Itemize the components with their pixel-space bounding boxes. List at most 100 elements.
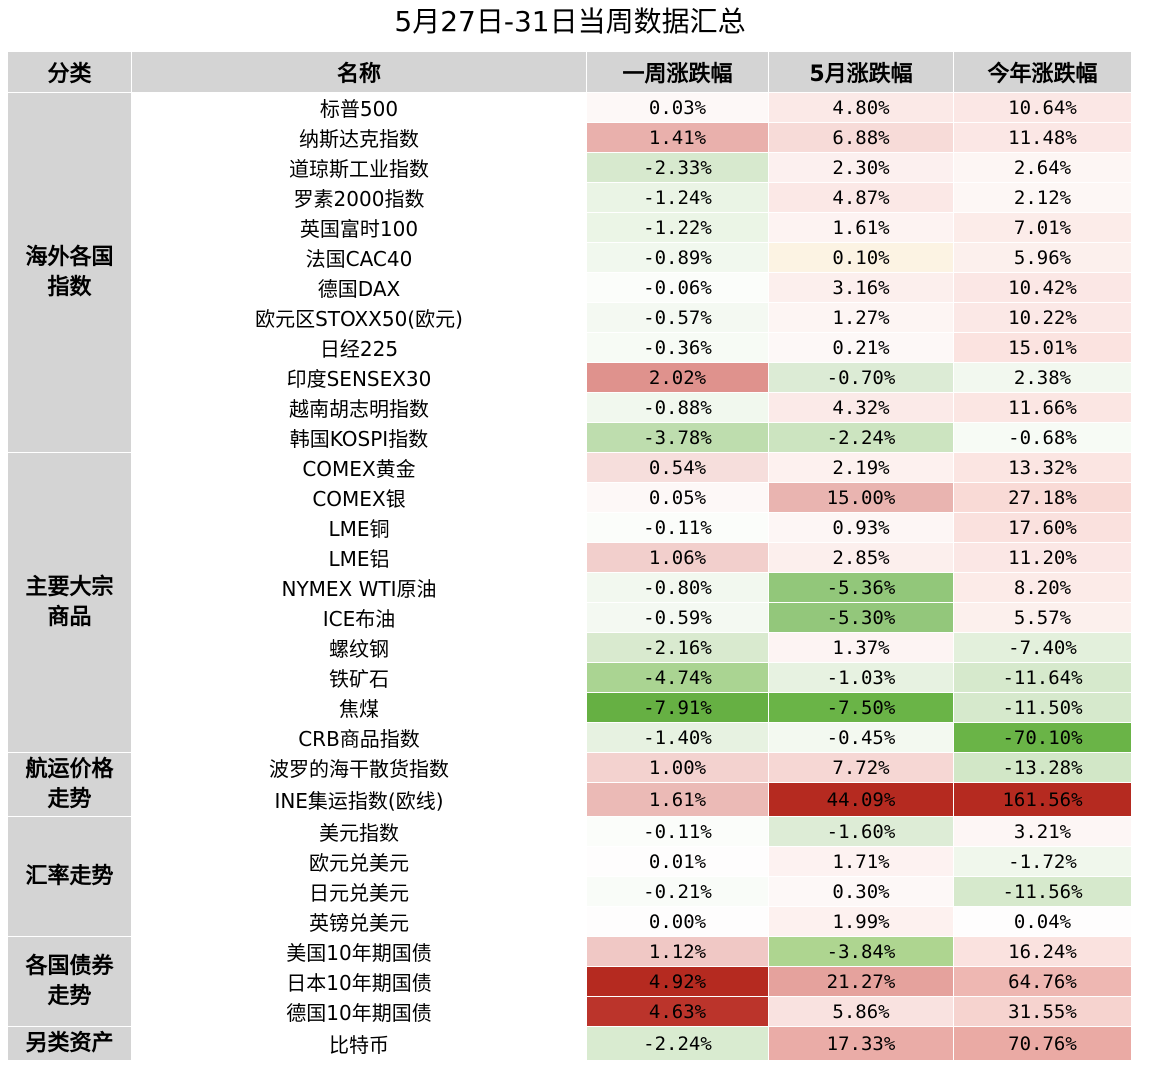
cell-week-change: -0.11% [586,512,769,543]
cell-month-change: 0.93% [768,512,954,543]
table-row: LME铜 -0.11% 0.93% 17.60% [8,512,1132,543]
cell-month-change: -2.24% [768,422,954,453]
cell-ytd-change: 27.18% [953,482,1132,513]
name-cell: 德国10年期国债 [131,996,587,1027]
table-row: 铁矿石 -4.74% -1.03% -11.64% [8,662,1132,693]
cell-week-change: 0.03% [586,92,769,123]
table-row: INE集运指数(欧线) 1.61% 44.09% 161.56% [8,782,1132,817]
cell-month-change: 44.09% [768,782,954,817]
table-row: 各国债券 走势 美国10年期国债 1.12% -3.84% 16.24% [7,936,1132,1027]
name-cell: 美国10年期国债 [131,936,587,967]
table-row: 德国10年期国债 4.63% 5.86% 31.55% [8,996,1132,1027]
cell-month-change: -5.30% [768,602,954,633]
cell-week-change: 1.00% [586,752,769,783]
cell-ytd-change: 31.55% [953,996,1132,1027]
name-cell: 纳斯达克指数 [131,122,587,153]
cell-week-change: 0.54% [586,452,769,483]
name-cell: 英国富时100 [131,212,587,243]
cell-month-change: 5.86% [768,996,954,1027]
cell-month-change: -1.60% [768,816,954,847]
cell-month-change: 4.32% [768,392,954,423]
cell-week-change: 4.92% [586,966,769,997]
table-row: 航运价格 走势 波罗的海干散货指数 1.00% 7.72% -13.28% [7,752,1132,817]
cell-month-change: 2.19% [768,452,954,483]
name-cell: COMEX银 [131,482,587,513]
cell-ytd-change: 17.60% [953,512,1132,543]
name-cell: 焦煤 [131,692,587,723]
cell-month-change: 2.85% [768,542,954,573]
cell-ytd-change: -7.40% [953,632,1132,663]
table-row: 英镑兑美元 0.00% 1.99% 0.04% [8,906,1132,937]
cell-week-change: 0.00% [586,906,769,937]
cell-week-change: -1.40% [586,722,769,753]
cell-ytd-change: 11.66% [953,392,1132,423]
category-cell: 航运价格 走势 [7,752,132,817]
cell-week-change: -1.22% [586,212,769,243]
cell-ytd-change: 7.01% [953,212,1132,243]
cell-month-change: 6.88% [768,122,954,153]
table-row: ICE布油 -0.59% -5.30% 5.57% [8,602,1132,633]
cell-week-change: -7.91% [586,692,769,723]
cell-week-change: -0.57% [586,302,769,333]
cell-week-change: -2.16% [586,632,769,663]
table-row: 越南胡志明指数 -0.88% 4.32% 11.66% [8,392,1132,423]
summary-table: 分类 名称 一周涨跌幅 5月涨跌幅 今年涨跌幅 海外各国 指数 标普500 0.03%… [7,51,1132,1061]
table-row: 海外各国 指数 标普500 0.03% 4.80% 10.64% [7,92,1132,453]
name-cell: 法国CAC40 [131,242,587,273]
cell-ytd-change: 10.42% [953,272,1132,303]
table-body: 海外各国 指数 标普500 0.03% 4.80% 10.64% 纳斯达克指数 1.41% 6.… [7,92,1132,1061]
table-row: 韩国KOSPI指数 -3.78% -2.24% -0.68% [8,422,1132,453]
name-cell: ICE布油 [131,602,587,633]
table-row: 纳斯达克指数 1.41% 6.88% 11.48% [8,122,1132,153]
category-cell: 另类资产 [7,1026,132,1061]
cell-month-change: -3.84% [768,936,954,967]
table-row: 道琼斯工业指数 -2.33% 2.30% 2.64% [8,152,1132,183]
cell-month-change: 4.87% [768,182,954,213]
cell-ytd-change: 2.64% [953,152,1132,183]
cell-ytd-change: 11.20% [953,542,1132,573]
name-cell: 日本10年期国债 [131,966,587,997]
cell-ytd-change: -70.10% [953,722,1132,753]
cell-month-change: 1.37% [768,632,954,663]
name-cell: 欧元兑美元 [131,846,587,877]
name-cell: 美元指数 [131,816,587,847]
cell-week-change: -0.06% [586,272,769,303]
cell-ytd-change: 15.01% [953,332,1132,363]
name-cell: CRB商品指数 [131,722,587,753]
cell-week-change: -0.59% [586,602,769,633]
name-cell: 罗素2000指数 [131,182,587,213]
name-cell: 比特币 [131,1026,587,1061]
table-row: CRB商品指数 -1.40% -0.45% -70.10% [8,722,1132,753]
cell-ytd-change: 16.24% [953,936,1132,967]
table-row: LME铝 1.06% 2.85% 11.20% [8,542,1132,573]
chart-title: 5月27日-31日当周数据汇总 [394,5,746,38]
table-row: 法国CAC40 -0.89% 0.10% 5.96% [8,242,1132,273]
cell-month-change: -1.03% [768,662,954,693]
cell-month-change: 21.27% [768,966,954,997]
cell-month-change: 0.30% [768,876,954,907]
table-row: 螺纹钢 -2.16% 1.37% -7.40% [8,632,1132,663]
name-cell: 德国DAX [131,272,587,303]
cell-week-change: 0.05% [586,482,769,513]
name-cell: LME铝 [131,542,587,573]
table-row: 欧元兑美元 0.01% 1.71% -1.72% [8,846,1132,877]
cell-ytd-change: -11.64% [953,662,1132,693]
table-row: 德国DAX -0.06% 3.16% 10.42% [8,272,1132,303]
table-row: COMEX银 0.05% 15.00% 27.18% [8,482,1132,513]
cell-month-change: -0.45% [768,722,954,753]
table-row: 焦煤 -7.91% -7.50% -11.50% [8,692,1132,723]
name-cell: 波罗的海干散货指数 [131,752,587,783]
cell-week-change: -4.74% [586,662,769,693]
table-row: 罗素2000指数 -1.24% 4.87% 2.12% [8,182,1132,213]
header-ytd-change: 今年涨跌幅 [953,51,1132,93]
cell-ytd-change: 13.32% [953,452,1132,483]
table-row: 日元兑美元 -0.21% 0.30% -11.56% [8,876,1132,907]
cell-month-change: 1.99% [768,906,954,937]
cell-ytd-change: 11.48% [953,122,1132,153]
header-row: 分类 名称 一周涨跌幅 5月涨跌幅 今年涨跌幅 [7,51,1132,93]
cell-month-change: -7.50% [768,692,954,723]
name-cell: COMEX黄金 [131,452,587,483]
cell-ytd-change: -11.56% [953,876,1132,907]
cell-ytd-change: 0.04% [953,906,1132,937]
cell-week-change: 1.61% [586,782,769,817]
